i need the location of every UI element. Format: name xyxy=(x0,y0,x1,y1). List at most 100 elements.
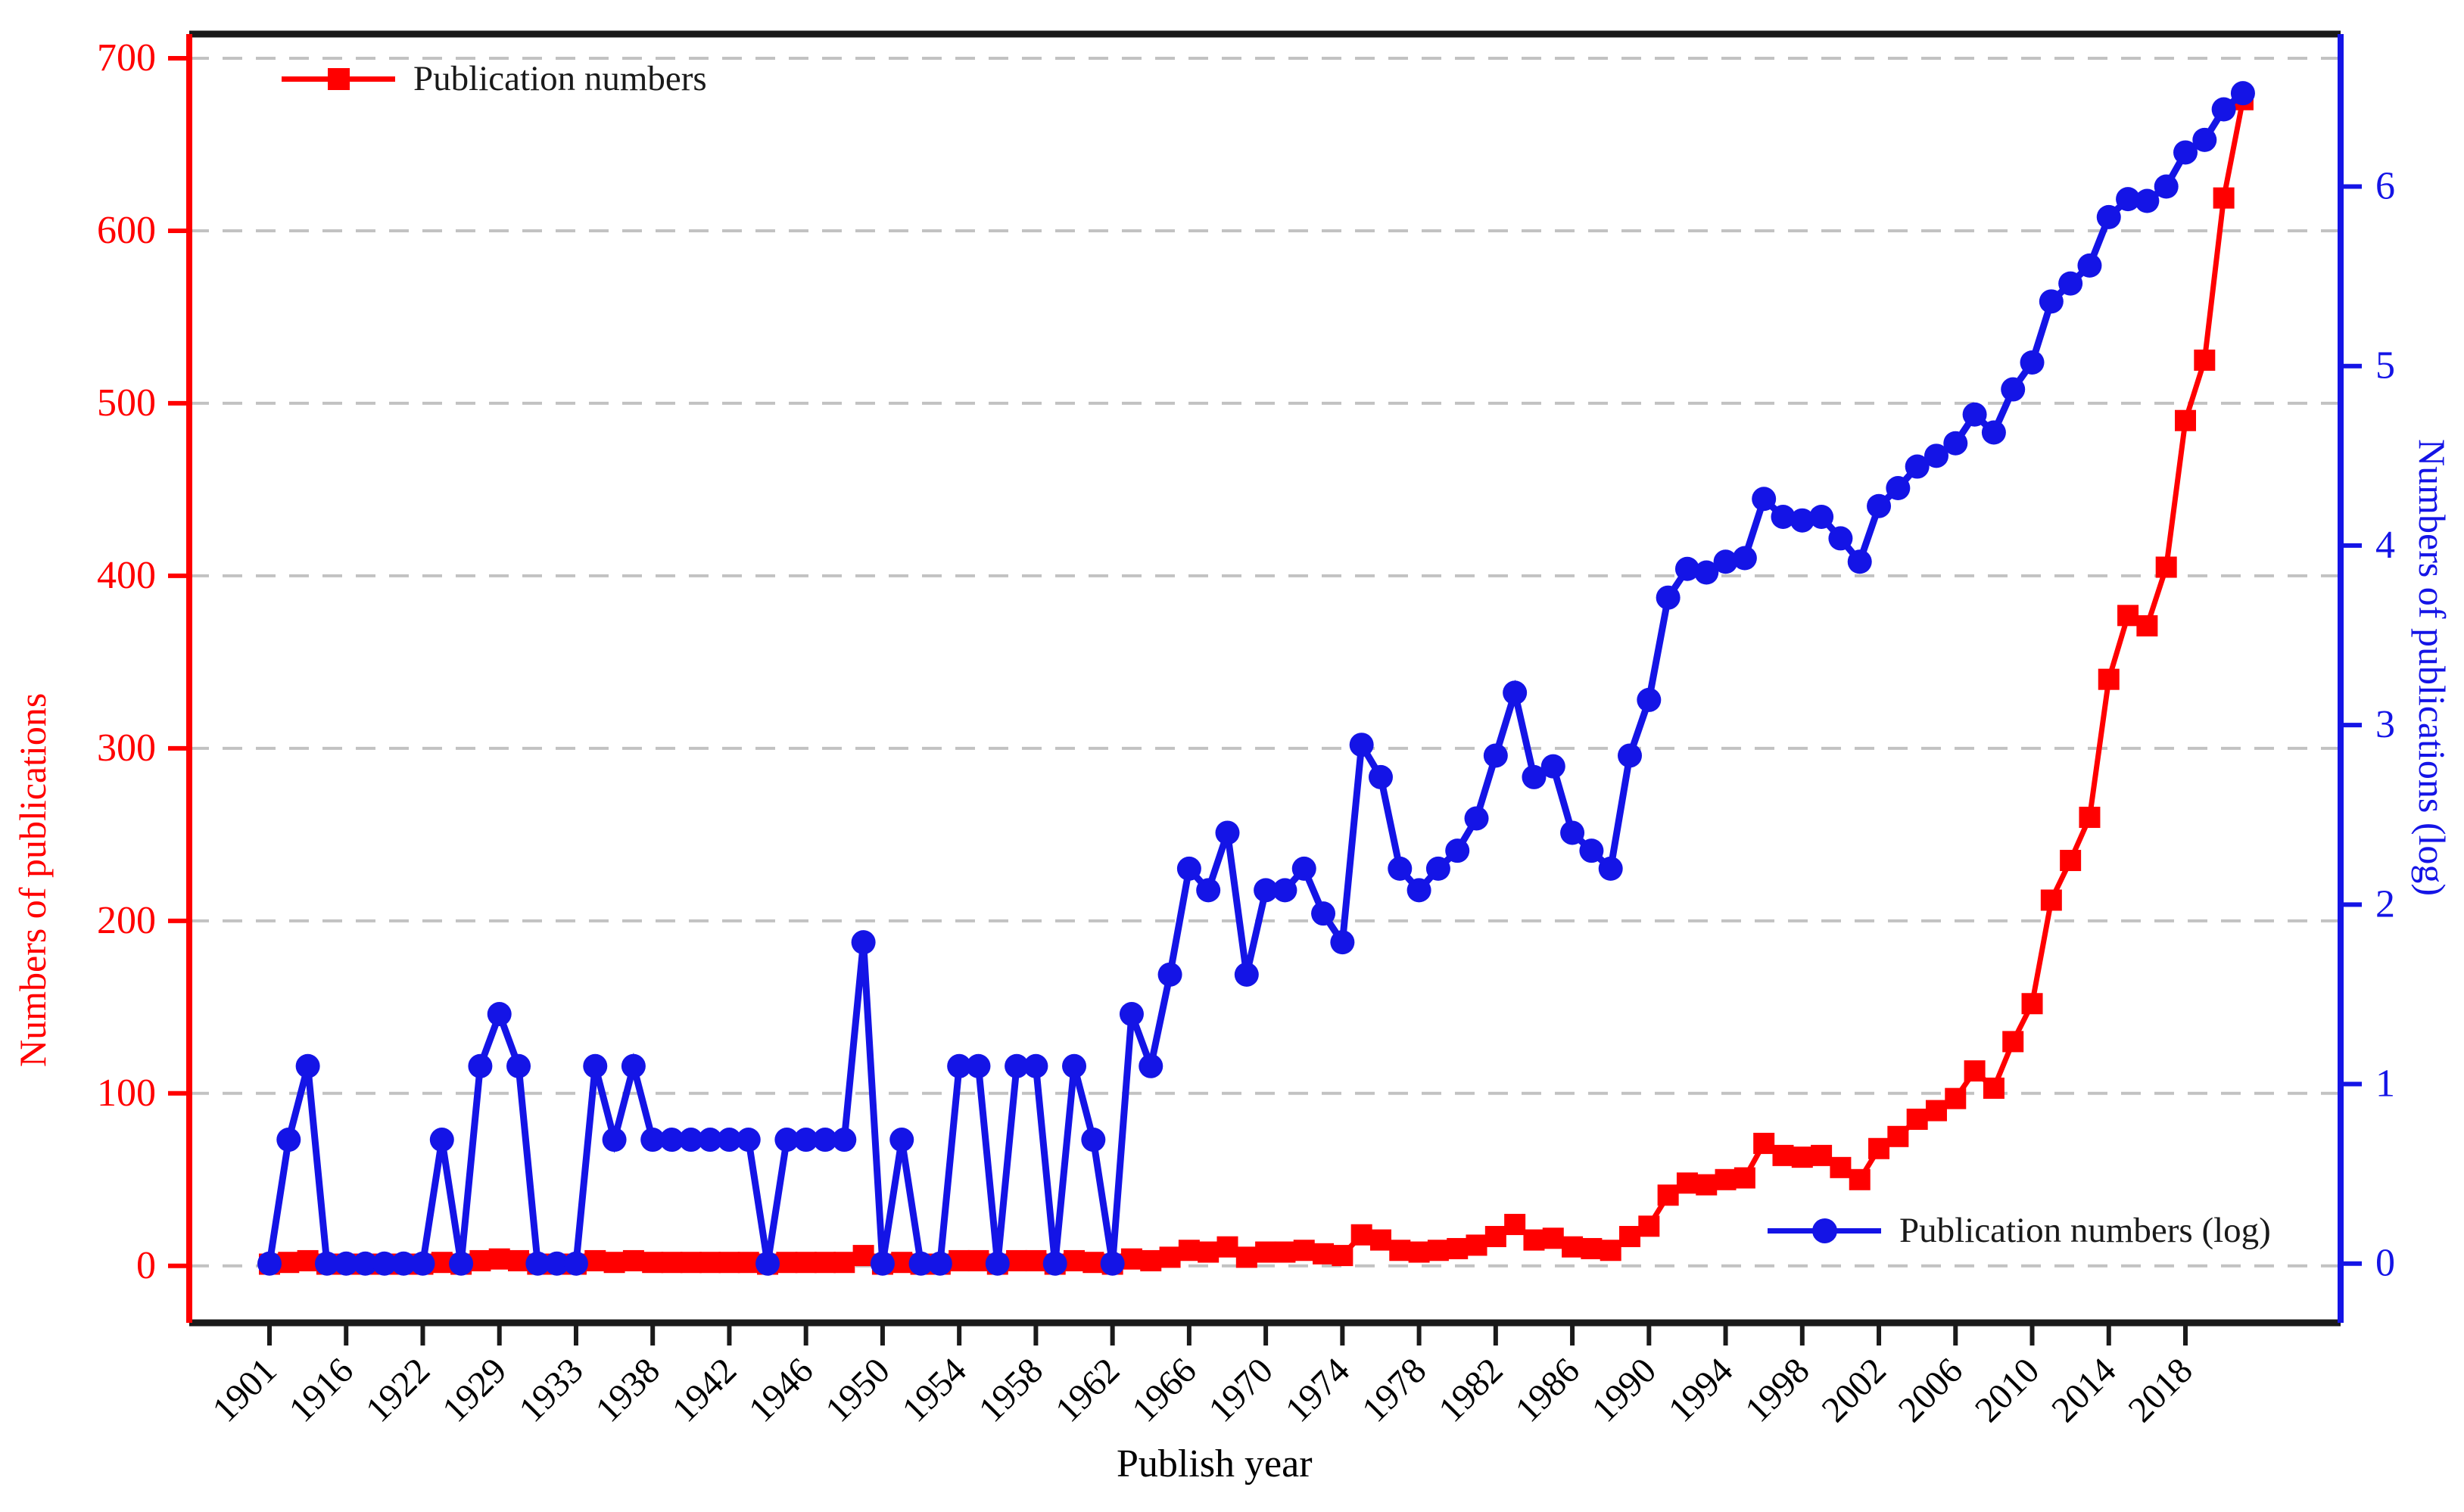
blue-series-point xyxy=(1847,549,1872,574)
blue-series-point xyxy=(1234,962,1259,987)
blue-series-point xyxy=(1694,560,1719,585)
red-series-point xyxy=(699,1252,721,1274)
blue-series-point xyxy=(1752,487,1777,512)
red-series-point xyxy=(1313,1243,1335,1265)
red-series-point xyxy=(2060,850,2082,872)
blue-series-point xyxy=(1924,443,1948,468)
red-series-point xyxy=(1178,1240,1200,1262)
x-axis-tick-label: 1916 xyxy=(282,1350,361,1430)
red-series-point xyxy=(1484,1226,1506,1248)
blue-series-point xyxy=(698,1128,723,1153)
blue-series-point xyxy=(1790,508,1815,533)
red-series-point xyxy=(2136,615,2158,637)
red-series-point xyxy=(1255,1241,1277,1263)
red-series-point xyxy=(2155,556,2177,578)
red-series-point xyxy=(833,1252,855,1274)
blue-series-point xyxy=(1674,556,1699,581)
blue-series-point xyxy=(1119,1002,1144,1027)
x-axis-tick-label: 1978 xyxy=(1354,1350,1434,1430)
blue-series-point xyxy=(2058,271,2083,296)
red-series-point xyxy=(278,1252,300,1274)
red-series-point xyxy=(1772,1144,1794,1166)
blue-series-point xyxy=(1618,743,1643,768)
x-axis-tick-label: 1901 xyxy=(204,1350,284,1430)
blue-series-point xyxy=(525,1251,550,1276)
red-series-point xyxy=(680,1252,702,1274)
blue-series-point xyxy=(1062,1053,1087,1078)
red-series-point xyxy=(1983,1077,2005,1099)
blue-series-point xyxy=(391,1251,416,1276)
blue-series-point xyxy=(1503,680,1528,705)
red-series-point xyxy=(1811,1144,1833,1166)
left-axis-title: Numbers of publications xyxy=(11,692,54,1067)
left-axis-tick-label: 200 xyxy=(97,899,156,942)
blue-series-point xyxy=(621,1053,646,1078)
blue-series-point xyxy=(832,1128,857,1153)
red-series-point xyxy=(1120,1248,1142,1270)
red-series-point xyxy=(603,1252,625,1274)
blue-series-point xyxy=(1943,431,1968,456)
red-series-point xyxy=(852,1245,874,1267)
red-series-point xyxy=(1753,1132,1775,1154)
legend-label: Publication numbers (log) xyxy=(1899,1211,2271,1250)
red-series-point xyxy=(814,1252,836,1274)
blue-series-point xyxy=(544,1251,569,1276)
blue-series-point xyxy=(563,1251,588,1276)
blue-series-point xyxy=(583,1053,608,1078)
blue-series-point xyxy=(1272,878,1297,903)
blue-series-point xyxy=(2173,140,2198,165)
blue-series-point xyxy=(1560,820,1585,845)
red-series-point xyxy=(1523,1229,1545,1251)
red-series-point xyxy=(776,1252,798,1274)
red-series-point xyxy=(431,1252,453,1274)
blue-series-point xyxy=(1291,856,1316,881)
red-series-point xyxy=(1025,1249,1047,1271)
blue-series-point xyxy=(1732,546,1757,571)
blue-series-point xyxy=(717,1128,742,1153)
red-series-point xyxy=(1734,1167,1755,1189)
red-series-point xyxy=(488,1248,510,1270)
blue-series-point xyxy=(927,1251,952,1276)
blue-series-point xyxy=(1139,1053,1163,1078)
blue-series-point xyxy=(966,1053,991,1078)
x-axis-tick-label: 1982 xyxy=(1431,1350,1510,1430)
blue-series-point xyxy=(1886,476,1911,501)
blue-series-point xyxy=(985,1251,1010,1276)
red-series-point xyxy=(1619,1226,1641,1248)
blue-series-point xyxy=(1388,856,1413,881)
x-axis-title: Publish year xyxy=(1117,1442,1313,1486)
blue-series-point xyxy=(1598,856,1623,881)
blue-series-point xyxy=(276,1128,301,1153)
red-series-point xyxy=(1006,1249,1028,1271)
blue-series-point xyxy=(314,1251,339,1276)
blue-series-point xyxy=(353,1251,378,1276)
red-series-point xyxy=(1332,1245,1353,1267)
red-series-point xyxy=(1945,1087,1967,1109)
blue-series-point xyxy=(1713,549,1738,574)
blue-series-point xyxy=(947,1053,972,1078)
blue-series-point xyxy=(1522,764,1547,789)
red-series-point xyxy=(1715,1168,1737,1190)
blue-series-point xyxy=(755,1251,780,1276)
blue-series-point xyxy=(468,1053,493,1078)
red-series-point xyxy=(1676,1172,1698,1194)
red-series-point xyxy=(1849,1168,1871,1190)
red-series-point xyxy=(1082,1252,1104,1274)
blue-series-point xyxy=(1196,878,1221,903)
blue-series-point xyxy=(1157,962,1182,987)
blue-series-point xyxy=(410,1251,435,1276)
blue-series-point xyxy=(1005,1053,1030,1078)
blue-series-point xyxy=(257,1251,282,1276)
legend-publication-numbers-log: Publication numbers (log) xyxy=(1768,1208,2271,1253)
red-series-point xyxy=(795,1252,817,1274)
blue-series-point xyxy=(1425,856,1450,881)
blue-series-point xyxy=(1330,930,1355,955)
x-axis-tick-label: 1922 xyxy=(358,1350,438,1430)
blue-series-point xyxy=(602,1128,627,1153)
legend-label: Publication numbers xyxy=(413,59,707,98)
red-series-point xyxy=(584,1249,606,1271)
x-axis-tick-label: 1958 xyxy=(971,1350,1051,1430)
blue-series-point xyxy=(1771,504,1796,529)
x-axis-tick-label: 2014 xyxy=(2044,1350,2123,1430)
